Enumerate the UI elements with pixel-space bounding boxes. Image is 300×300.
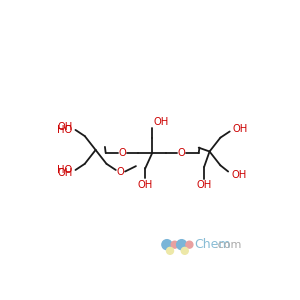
Text: O: O	[178, 148, 185, 158]
Text: OH: OH	[233, 124, 248, 134]
Circle shape	[167, 248, 173, 254]
Text: OH: OH	[57, 122, 72, 132]
Text: HO: HO	[57, 125, 72, 135]
Text: O: O	[116, 167, 124, 177]
Text: OH: OH	[196, 180, 212, 190]
Circle shape	[181, 248, 188, 254]
Text: .com: .com	[215, 240, 242, 250]
Text: OH: OH	[138, 180, 153, 190]
Text: OH: OH	[57, 168, 72, 178]
Circle shape	[186, 241, 193, 248]
Circle shape	[177, 240, 187, 250]
Text: O: O	[119, 148, 127, 158]
Circle shape	[162, 240, 172, 250]
Text: OH: OH	[231, 169, 247, 180]
Text: OH: OH	[154, 117, 169, 127]
Text: HO: HO	[57, 165, 72, 175]
Text: Chem: Chem	[194, 238, 231, 251]
Circle shape	[171, 241, 178, 248]
